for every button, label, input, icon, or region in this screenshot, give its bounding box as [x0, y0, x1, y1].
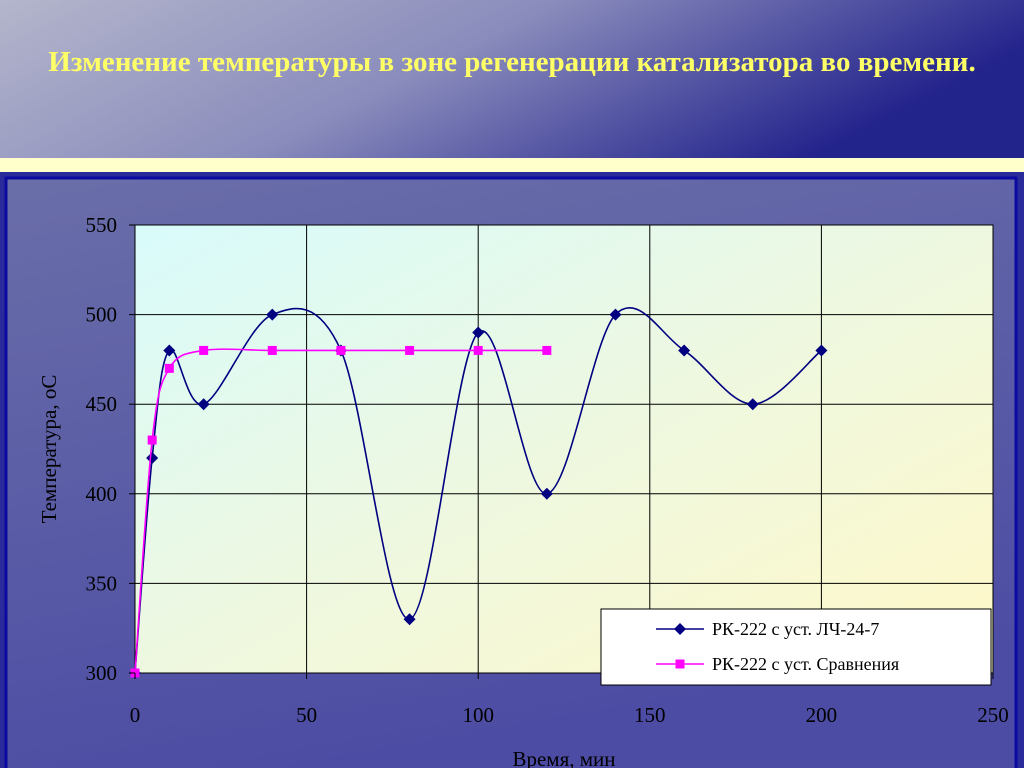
divider [0, 158, 1024, 172]
marker [609, 308, 622, 321]
marker [199, 345, 209, 355]
marker [147, 435, 157, 445]
x-tick-label: 150 [634, 703, 666, 727]
marker [197, 398, 210, 411]
series-line [134, 348, 547, 674]
marker [674, 623, 686, 635]
x-tick-label: 0 [130, 703, 141, 727]
y-tick-label: 450 [86, 392, 118, 416]
marker [473, 345, 483, 355]
marker [164, 363, 174, 373]
marker [405, 345, 415, 355]
marker [678, 344, 691, 357]
plot-area [135, 225, 993, 673]
legend: РК-222 с уст. ЛЧ-24-7 РК-222 с уст. Сравн… [600, 608, 992, 686]
slide-title: Изменение температуры в зоне регенерации… [48, 46, 976, 78]
x-axis-label: Время, мин [512, 747, 615, 768]
legend-box [600, 608, 992, 686]
axes: 300 350 400 450 500 550 0 50 100 150 200 250 [86, 213, 1009, 727]
x-tick-label: 200 [806, 703, 838, 727]
marker [163, 344, 176, 357]
marker [815, 344, 828, 357]
y-tick-label: 500 [86, 303, 118, 327]
marker [746, 398, 759, 411]
marker [675, 659, 685, 669]
y-tick-label: 300 [86, 661, 118, 685]
x-tick-label: 50 [296, 703, 317, 727]
marker [146, 451, 159, 464]
marker [542, 345, 552, 355]
marker [266, 308, 279, 321]
legend-label: РК-222 с уст. Сравнения [712, 654, 899, 674]
y-tick-label: 550 [86, 213, 118, 237]
x-tick-label: 250 [977, 703, 1009, 727]
legend-label: РК-222 с уст. ЛЧ-24-7 [712, 619, 879, 639]
y-axis-label: Температура, оС [37, 375, 61, 524]
y-tick-label: 400 [86, 482, 118, 506]
marker [267, 345, 277, 355]
marker [540, 487, 553, 500]
x-tick-label: 100 [462, 703, 494, 727]
header-bg [0, 0, 1024, 158]
plot-border [134, 224, 994, 674]
marker [403, 613, 416, 626]
marker [472, 326, 485, 339]
y-tick-label: 350 [86, 571, 118, 595]
marker [336, 345, 346, 355]
